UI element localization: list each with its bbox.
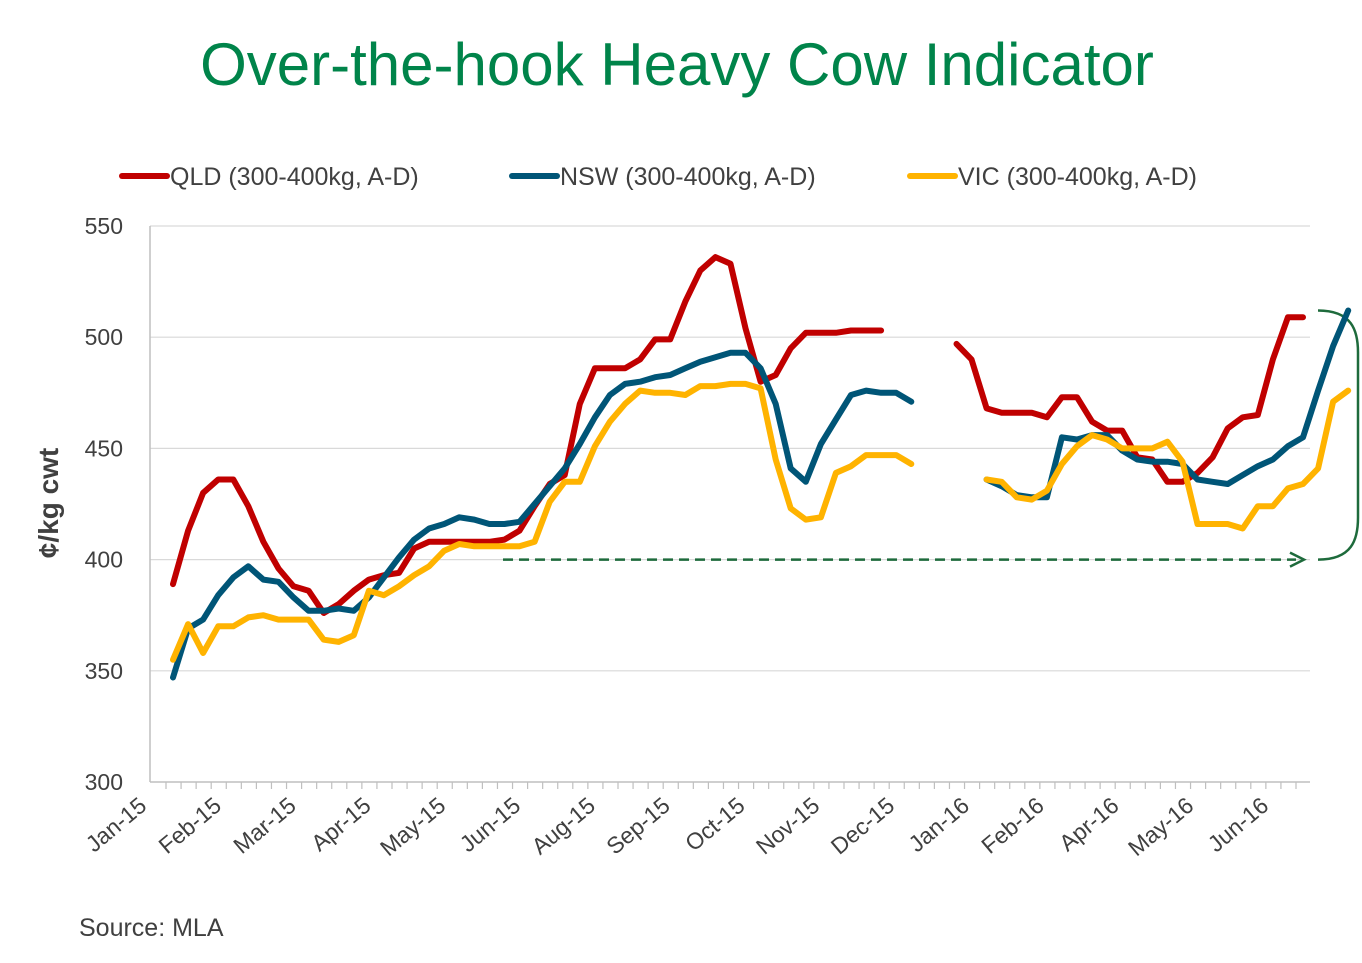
legend-label: NSW (300-400kg, A-D) — [560, 163, 816, 191]
legend-label: VIC (300-400kg, A-D) — [958, 163, 1197, 191]
series-line-1 — [170, 307, 1352, 681]
x-tick-label: Mar-15 — [228, 792, 301, 859]
x-tick-label: Feb-15 — [153, 792, 226, 859]
x-tick-label: Jan-15 — [81, 792, 152, 857]
reference-arrowhead — [1289, 551, 1307, 568]
x-axis-ticks: Jan-15 Feb-15 Mar-15 Apr-15 May-15 Jun-15 Aug-… — [81, 782, 1297, 861]
x-tick-label: Sep-15 — [601, 792, 675, 860]
x-tick-label: Feb-16 — [976, 792, 1049, 859]
y-axis-ticks: 300 350 400 450 500 550 — [85, 213, 123, 795]
x-tick-label: Jun-16 — [1203, 792, 1274, 857]
x-tick-label: May-16 — [1123, 792, 1198, 861]
x-tick-label: Apr-16 — [1054, 792, 1124, 856]
y-tick-label: 350 — [85, 658, 123, 684]
legend: QLD (300-400kg, A-D) NSW (300-400kg, A-D)… — [119, 163, 1197, 191]
source-note: Source: MLA — [79, 914, 224, 942]
x-tick-label: May-15 — [375, 792, 450, 861]
y-axis-label: ¢/kg cwt — [33, 448, 64, 558]
bracket — [1317, 309, 1360, 561]
y-tick-label: 550 — [85, 213, 123, 239]
y-tick-label: 400 — [85, 547, 123, 573]
chart-title: Over-the-hook Heavy Cow Indicator — [200, 31, 1154, 98]
x-tick-label: Apr-15 — [306, 792, 376, 856]
series-lines — [170, 254, 1352, 681]
x-tick-label: Oct-15 — [680, 792, 750, 856]
y-tick-label: 450 — [85, 435, 123, 461]
x-tick-label: Dec-15 — [826, 792, 900, 860]
series-line-2 — [170, 380, 1352, 663]
gridlines — [149, 225, 1310, 783]
y-tick-label: 500 — [85, 324, 123, 350]
x-tick-label: Nov-15 — [751, 792, 825, 860]
annotations — [503, 309, 1360, 568]
x-tick-label: Jan-16 — [903, 792, 974, 857]
y-tick-label: 300 — [85, 769, 123, 795]
x-tick-label: Aug-15 — [526, 792, 600, 860]
legend-label: QLD (300-400kg, A-D) — [170, 163, 419, 191]
x-tick-label: Jun-15 — [455, 792, 526, 857]
